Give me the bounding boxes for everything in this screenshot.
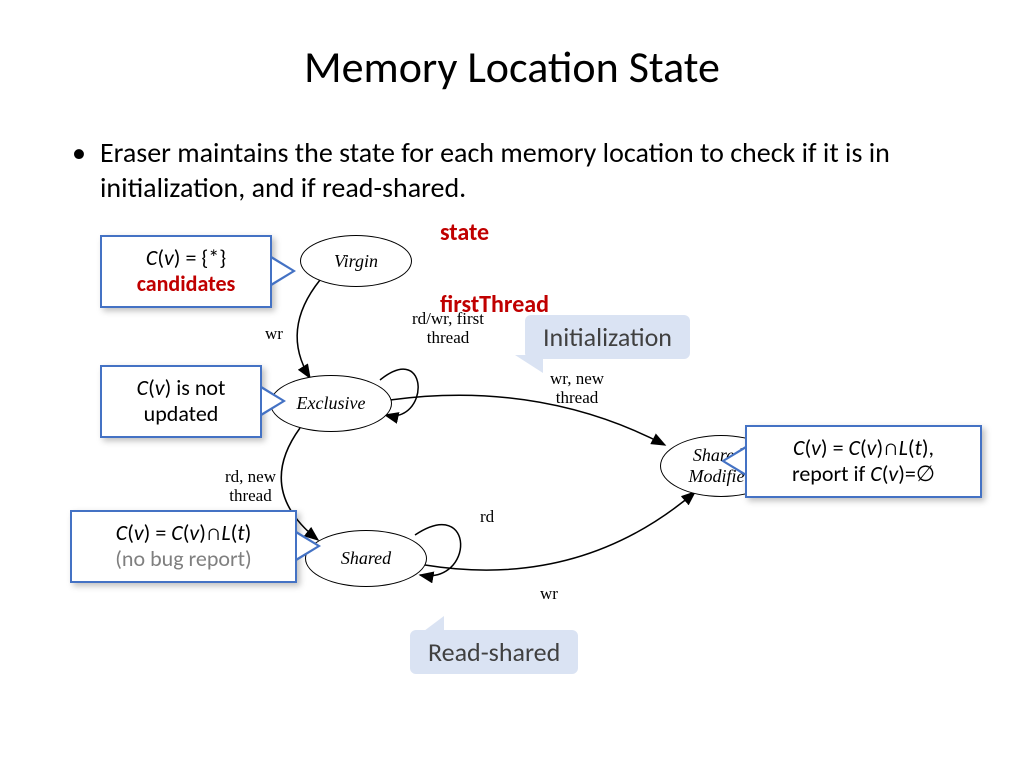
state-diagram: state firstThread Initialization Read-sh…: [80, 230, 960, 750]
state-shared-label: Shared: [341, 548, 391, 569]
state-virgin-label: Virgin: [334, 251, 378, 272]
edge-rd-self: rd: [480, 508, 494, 527]
state-shared: Shared: [305, 530, 427, 587]
callout-nobug-l2: (no bug report): [86, 546, 281, 572]
callout-cv-intersect-nobug: C(v) = C(v)∩L(t) (no bug report): [70, 510, 297, 583]
pill-init-text: Initialization: [543, 321, 672, 353]
callout-cv-star: C(v) = {*} candidates: [100, 235, 272, 308]
state-exclusive: Exclusive: [270, 375, 392, 432]
edge-wr-ve: wr: [265, 325, 283, 344]
edge-wr-sm: wr: [540, 585, 558, 604]
page-title: Memory Location State: [0, 40, 1024, 94]
callout-notupdated-l2: updated: [116, 401, 246, 427]
edge-wr-new: wr, new thread: [550, 370, 604, 407]
callout-cv-star-red: candidates: [116, 271, 256, 297]
label-firstthread: firstThread: [440, 290, 549, 319]
callout-cv-notupdated: C(v) is not updated: [100, 365, 262, 438]
pill-readshared-text: Read-shared: [428, 636, 560, 668]
label-state: state: [440, 218, 489, 247]
bullet-text: Eraser maintains the state for each memo…: [100, 135, 930, 205]
pill-readshared: Read-shared: [410, 630, 578, 674]
callout-cv-intersect-report: C(v) = C(v)∩L(t), report if C(v)=∅: [745, 425, 982, 498]
state-virgin: Virgin: [300, 235, 412, 287]
edge-rd-new: rd, new thread: [225, 468, 276, 505]
state-exclusive-label: Exclusive: [297, 393, 366, 414]
pill-initialization: Initialization: [525, 315, 690, 359]
